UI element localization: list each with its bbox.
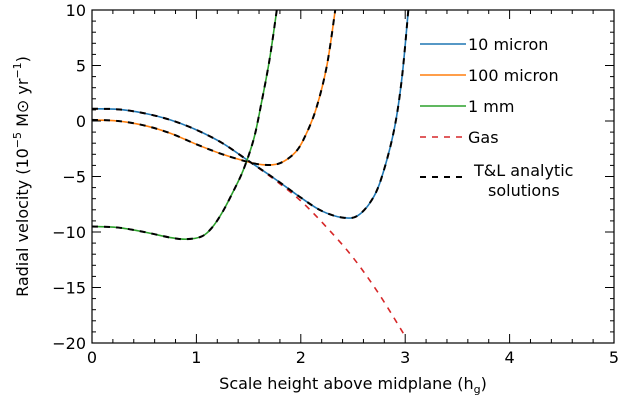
y-tick-label: −20: [52, 334, 86, 353]
x-tick-label: 0: [87, 348, 97, 367]
analytic-line-100-micron: [92, 10, 337, 166]
series-line-gas: [92, 107, 406, 337]
analytic-overlays: [92, 10, 410, 241]
y-tick-label: −15: [52, 279, 86, 298]
legend-label-10-micron: 10 micron: [468, 35, 548, 54]
analytic-line-10-micron: [92, 10, 410, 220]
y-axis-ticks: −20 −15 −10 −5 0 5 10: [52, 1, 614, 353]
legend-label-100-micron: 100 micron: [468, 66, 559, 85]
legend-label-analytic-line2: solutions: [488, 181, 560, 200]
y-axis-label: Radial velocity (10−5 M⊙ yr−1): [11, 56, 32, 297]
y-tick-label: −10: [52, 223, 86, 242]
x-tick-label: 3: [400, 348, 410, 367]
plot-curves: [92, 10, 410, 337]
y-tick-label: 10: [66, 1, 86, 20]
x-tick-label: 2: [296, 348, 306, 367]
x-tick-label: 1: [191, 348, 201, 367]
y-tick-label: −5: [62, 168, 86, 187]
y-tick-label: 5: [76, 57, 86, 76]
x-axis-ticks: 0 1 2 3 4 5: [87, 10, 619, 367]
x-axis-label: Scale height above midplane (hg): [219, 374, 487, 396]
x-tick-label: 4: [505, 348, 515, 367]
analytic-line-1-mm: [92, 10, 278, 241]
legend: 10 micron 100 micron 1 mm Gas T&L analyticso…: [420, 35, 573, 200]
y-tick-label: 0: [76, 112, 86, 131]
series-line-10-micron: [92, 10, 410, 219]
x-tick-label: 5: [609, 348, 619, 367]
legend-label-gas: Gas: [468, 128, 499, 147]
series-line-100-micron: [92, 10, 337, 166]
legend-label-1-mm: 1 mm: [468, 97, 514, 116]
legend-label-analytic-line1: T&L analytic: [473, 161, 573, 180]
